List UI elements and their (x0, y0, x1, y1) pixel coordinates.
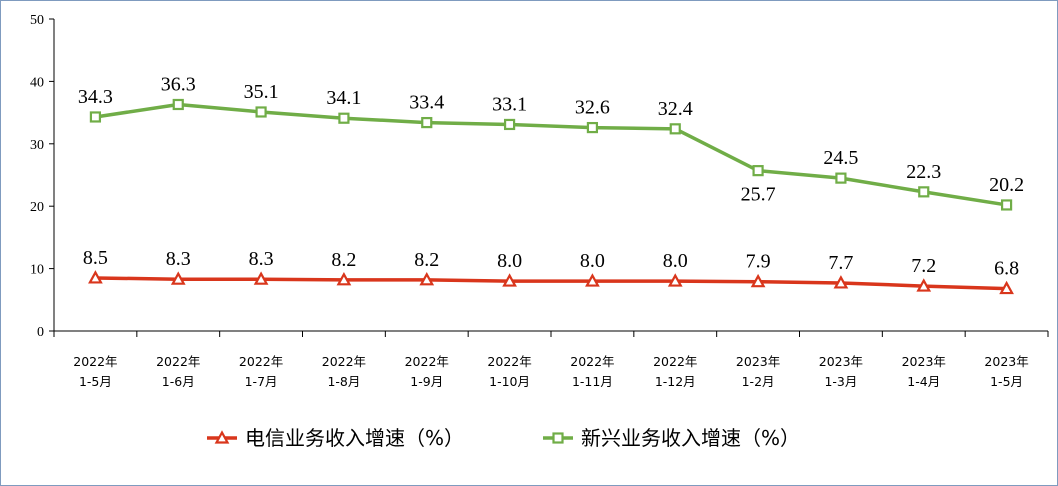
x-tick-label-year: 2023年 (819, 354, 863, 369)
data-point-telecom (750, 273, 766, 288)
x-tick-label-year: 2022年 (322, 354, 366, 369)
data-point-telecom (999, 280, 1014, 295)
data-label-emerging: 32.4 (658, 98, 693, 120)
data-label-telecom: 8.2 (331, 249, 356, 271)
data-point-emerging (421, 116, 433, 129)
x-tick-label-year: 2022年 (487, 354, 531, 369)
x-tick-label-year: 2023年 (902, 354, 946, 369)
x-tick-label-year: 2023年 (984, 354, 1028, 369)
data-label-emerging: 34.3 (78, 86, 113, 108)
x-tick-label-year: 2022年 (405, 354, 449, 369)
data-point-emerging (586, 121, 599, 134)
data-point-telecom (170, 271, 186, 285)
data-label-telecom: 6.8 (994, 258, 1019, 280)
data-label-telecom: 8.3 (249, 248, 274, 270)
x-tick-label-period: 1-9月 (410, 374, 443, 389)
x-tick-label-year: 2022年 (73, 354, 117, 369)
x-tick-label-period: 1-2月 (742, 374, 775, 389)
data-label-telecom: 8.3 (166, 248, 191, 270)
legend-label-telecom: 电信业务收入增速（%） (245, 426, 464, 450)
x-tick-label-year: 2023年 (736, 354, 780, 369)
data-point-telecom (502, 273, 517, 287)
x-tick-label-period: 1-5月 (79, 374, 112, 389)
data-point-emerging (835, 172, 847, 184)
legend-marker-emerging (552, 432, 564, 444)
legend-label-emerging: 新兴业务收入增速（%） (581, 426, 800, 450)
data-label-telecom: 8.2 (414, 249, 439, 271)
data-label-emerging: 34.1 (326, 87, 361, 109)
x-tick-label-period: 1-10月 (489, 374, 530, 389)
y-tick-label: 10 (30, 263, 44, 278)
series-line-telecom (95, 276, 1007, 291)
data-point-emerging (255, 106, 267, 118)
x-tick-label-period: 1-7月 (245, 374, 278, 389)
x-tick-label-period: 1-3月 (824, 374, 857, 389)
data-point-telecom (916, 278, 932, 292)
x-tick-label-year: 2022年 (156, 354, 200, 369)
data-label-emerging: 35.1 (244, 81, 279, 103)
y-tick-label: 50 (30, 13, 44, 28)
y-tick-label: 40 (30, 75, 44, 90)
data-point-telecom (585, 273, 600, 287)
data-label-emerging: 25.7 (741, 184, 776, 206)
data-point-emerging (669, 123, 681, 135)
data-label-telecom: 8.0 (497, 250, 522, 272)
data-point-emerging (918, 186, 930, 198)
data-point-telecom (419, 272, 435, 286)
data-label-emerging: 20.2 (989, 174, 1024, 196)
data-label-emerging: 22.3 (906, 161, 941, 183)
data-label-telecom: 7.9 (746, 251, 771, 273)
data-point-telecom (833, 275, 849, 289)
x-tick-label-period: 1-4月 (907, 374, 940, 389)
data-label-emerging: 36.3 (161, 73, 196, 95)
data-label-emerging: 32.6 (575, 97, 610, 119)
data-point-telecom (88, 270, 103, 284)
data-point-emerging (503, 118, 516, 131)
y-tick-label: 0 (37, 325, 44, 340)
x-tick-label-period: 1-8月 (327, 374, 360, 389)
data-point-telecom (667, 273, 683, 287)
data-point-emerging (1000, 199, 1013, 211)
legend-marker-telecom (214, 430, 230, 444)
x-tick-label-year: 2022年 (653, 354, 697, 369)
data-label-emerging: 33.4 (409, 92, 444, 114)
data-label-telecom: 8.0 (663, 250, 688, 272)
data-point-emerging (338, 112, 350, 124)
x-tick-label-period: 1-6月 (162, 374, 195, 389)
x-tick-label-period: 1-11月 (572, 374, 613, 389)
data-point-telecom (336, 272, 352, 286)
x-tick-label-period: 1-5月 (990, 374, 1023, 389)
data-point-emerging (172, 98, 184, 111)
y-tick-label: 20 (30, 200, 44, 215)
data-label-emerging: 33.1 (492, 93, 527, 115)
series-line-emerging (95, 102, 1007, 207)
data-label-telecom: 7.2 (911, 255, 936, 277)
data-point-emerging (89, 111, 102, 123)
data-label-telecom: 7.7 (828, 252, 853, 274)
data-label-telecom: 8.5 (83, 247, 108, 269)
data-label-emerging: 24.5 (823, 147, 858, 169)
x-tick-label-period: 1-12月 (655, 374, 696, 389)
data-label-telecom: 8.0 (580, 250, 605, 272)
data-point-emerging (752, 165, 764, 177)
x-tick-label-year: 2022年 (570, 354, 614, 369)
y-tick-label: 30 (30, 138, 44, 153)
data-point-telecom (253, 271, 269, 285)
x-tick-label-year: 2022年 (239, 354, 283, 369)
